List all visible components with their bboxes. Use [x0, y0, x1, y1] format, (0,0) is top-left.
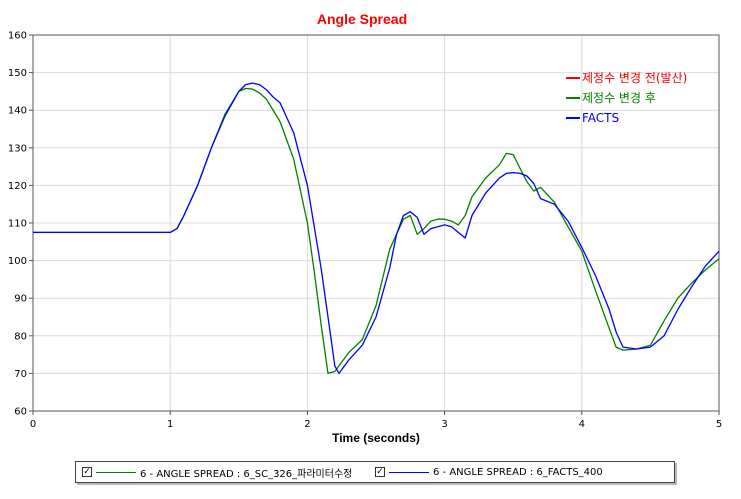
- y-tick-label: 130: [8, 143, 27, 154]
- x-axis-tick-labels: 0 1 2 3 4 5: [30, 419, 722, 430]
- y-tick-label: 160: [8, 31, 27, 42]
- y-tick-label: 70: [14, 369, 27, 380]
- legend-entry[interactable]: ✓ 6 - ANGLE SPREAD : 6_FACTS_400: [375, 465, 603, 479]
- series-line: [33, 87, 720, 375]
- legend-label: 6 - ANGLE SPREAD : 6_SC_326_파라미터수정: [140, 468, 353, 480]
- x-tick-label: 2: [304, 419, 310, 430]
- legend-checkbox[interactable]: ✓: [375, 467, 385, 477]
- x-tick-label: 1: [167, 419, 173, 430]
- legend-label: 6 - ANGLE SPREAD : 6_FACTS_400: [433, 466, 603, 478]
- y-tick-label: 150: [8, 68, 27, 79]
- series-lines: [33, 82, 720, 375]
- y-tick-label: 100: [8, 256, 27, 267]
- chart-title: Angle Spread: [317, 11, 407, 27]
- y-axis-tick-labels: 60 70 80 90 100 110 120 130 140 150 160: [8, 31, 27, 418]
- series-line: [33, 82, 720, 375]
- x-tick-label: 3: [441, 419, 447, 430]
- legend: ✓ 6 - ANGLE SPREAD : 6_SC_326_파라미터수정 ✓ 6…: [75, 461, 675, 483]
- plot-area: [32, 34, 720, 412]
- y-tick-label: 140: [8, 106, 27, 117]
- annotations: 제정수 변경 전(발산) 제정수 변경 후 FACTS: [566, 71, 687, 125]
- annotation-label: 제정수 변경 전(발산): [582, 71, 687, 85]
- legend-checkbox[interactable]: ✓: [82, 467, 92, 477]
- legend-line-swatch: [389, 471, 429, 473]
- annotation-label: FACTS: [582, 111, 619, 125]
- annotation-label: 제정수 변경 후: [582, 91, 656, 105]
- y-tick-label: 60: [14, 407, 27, 418]
- y-tick-label: 90: [14, 294, 27, 305]
- y-tick-label: 110: [8, 219, 27, 230]
- chart: Angle Spread 607080901001101201301401501…: [8, 11, 722, 445]
- x-tick-label: 4: [579, 419, 585, 430]
- x-axis-label: Time (seconds): [332, 431, 420, 445]
- legend-entry[interactable]: ✓ 6 - ANGLE SPREAD : 6_SC_326_파라미터수정: [82, 465, 353, 480]
- x-tick-label: 5: [716, 419, 722, 430]
- legend-line-swatch: [96, 471, 136, 473]
- y-tick-label: 80: [14, 331, 27, 342]
- x-tick-label: 0: [30, 419, 36, 430]
- y-tick-label: 120: [8, 181, 27, 192]
